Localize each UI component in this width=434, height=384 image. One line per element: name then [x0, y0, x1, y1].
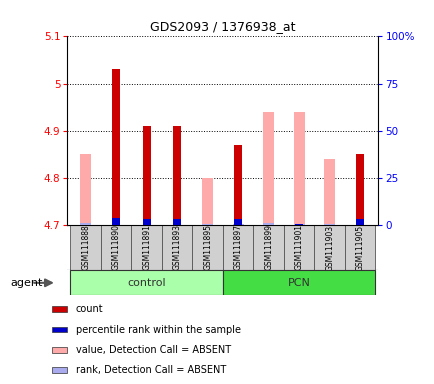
Text: GSM111893: GSM111893: [172, 225, 181, 270]
Bar: [234, 219, 241, 225]
Text: GSM111901: GSM111901: [294, 225, 303, 270]
Bar: [52, 327, 67, 333]
Text: GSM111891: GSM111891: [142, 225, 151, 270]
Text: count: count: [76, 304, 103, 314]
Text: GSM111905: GSM111905: [355, 224, 364, 271]
Bar: [324, 159, 334, 225]
Bar: [202, 178, 213, 225]
Bar: [263, 223, 273, 225]
Text: GSM111903: GSM111903: [324, 224, 333, 271]
Bar: [223, 270, 375, 295]
Bar: [283, 225, 314, 270]
Text: GSM111888: GSM111888: [81, 225, 90, 270]
Bar: [173, 219, 181, 225]
Text: value, Detection Call = ABSENT: value, Detection Call = ABSENT: [76, 345, 230, 355]
Bar: [70, 225, 101, 270]
Bar: [234, 145, 241, 225]
Text: GSM111890: GSM111890: [112, 225, 121, 270]
Text: GSM111895: GSM111895: [203, 225, 212, 270]
Bar: [355, 219, 363, 225]
Bar: [80, 223, 91, 225]
Text: percentile rank within the sample: percentile rank within the sample: [76, 324, 240, 334]
Bar: [293, 112, 304, 225]
Bar: [142, 126, 150, 225]
Bar: [173, 126, 181, 225]
Bar: [295, 224, 302, 225]
Bar: [223, 225, 253, 270]
Bar: [131, 225, 161, 270]
Bar: [52, 306, 67, 312]
Bar: [202, 224, 213, 225]
Bar: [355, 154, 363, 225]
Bar: [112, 218, 120, 225]
Text: GSM111899: GSM111899: [263, 225, 273, 270]
Bar: [52, 347, 67, 353]
Bar: [344, 225, 375, 270]
Bar: [324, 224, 334, 225]
Bar: [314, 225, 344, 270]
Bar: [253, 225, 283, 270]
Text: agent: agent: [11, 278, 43, 288]
Bar: [142, 218, 150, 225]
Text: PCN: PCN: [287, 278, 310, 288]
Bar: [101, 225, 131, 270]
Bar: [70, 270, 223, 295]
Bar: [293, 224, 304, 225]
Text: GSM111897: GSM111897: [233, 225, 242, 270]
Bar: [161, 225, 192, 270]
Text: control: control: [127, 278, 166, 288]
Bar: [52, 367, 67, 373]
Bar: [232, 224, 243, 225]
Text: GDS2093 / 1376938_at: GDS2093 / 1376938_at: [150, 20, 295, 33]
Bar: [112, 70, 120, 225]
Bar: [263, 112, 273, 225]
Text: rank, Detection Call = ABSENT: rank, Detection Call = ABSENT: [76, 365, 225, 375]
Bar: [192, 225, 223, 270]
Bar: [80, 154, 91, 225]
